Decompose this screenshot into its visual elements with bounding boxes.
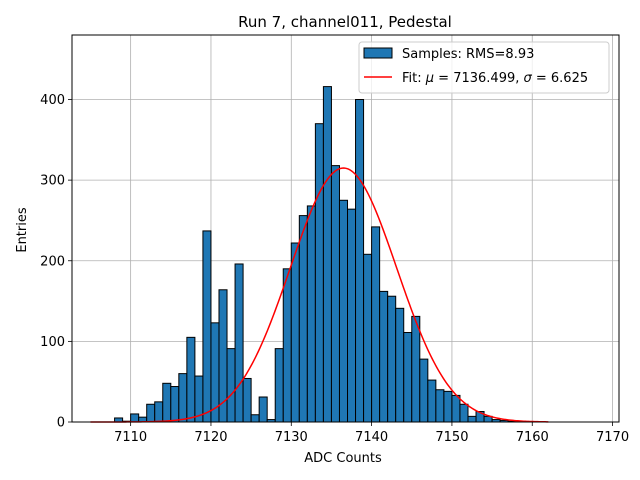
histogram-bar [314,123,324,423]
y-axis-label: Entries [15,207,30,253]
histogram-bar [330,165,340,423]
fit-curve [90,167,549,423]
histogram-bar [395,307,405,423]
histogram-bar [387,295,397,423]
histogram-bars [114,86,525,423]
y-tick-label: 400 [40,93,65,108]
x-tick-label: 7120 [194,430,227,445]
histogram-bar [411,315,421,423]
histogram-bar [202,230,212,423]
histogram-bar [403,332,413,423]
histogram-bar [347,208,357,423]
x-tick-label: 7150 [435,430,468,445]
histogram-bar [459,403,469,423]
y-axis-ticks: 0 100 200 300 400 [40,93,72,431]
histogram-bar [170,386,180,423]
x-axis-label: ADC Counts [304,451,382,466]
histogram-bar [282,268,292,423]
histogram-bar [451,394,461,423]
histogram-bar [467,415,477,423]
histogram-bar [290,242,300,423]
legend-label-fit: Fit: μ = 7136.499, σ = 6.625 [402,71,588,86]
legend-fit-mu-value: = 7136.499, [434,71,523,86]
x-tick-label: 7110 [114,430,147,445]
legend-fit-prefix: Fit: [402,71,426,86]
histogram-bar [234,263,244,423]
histogram-bar [379,290,389,423]
histogram-bar [363,253,373,423]
histogram-bar [419,358,429,423]
histogram-bar [443,390,453,423]
x-tick-label: 7130 [275,430,308,445]
x-axis-ticks: 7110 7120 7130 7140 7150 7160 7170 [114,422,629,445]
histogram-bar [178,373,188,423]
histogram-bar [162,382,172,423]
histogram-bar [250,414,260,423]
histogram-bar [242,377,252,423]
y-tick-label: 300 [40,174,65,189]
y-tick-label: 0 [57,416,65,431]
y-tick-label: 100 [40,335,65,350]
histogram-bar [154,401,164,423]
histogram-bar [130,413,140,423]
histogram-bar [306,205,316,423]
histogram-bar [338,199,349,423]
histogram-bar [298,215,308,423]
plot-frame [71,34,620,423]
histogram-bar [258,396,268,423]
legend: Samples: RMS=8.93 Fit: μ = 7136.499, σ =… [358,41,610,94]
histogram-bar [435,389,445,423]
legend-label-samples: Samples: RMS=8.93 [402,47,534,62]
legend-fit-sigma-value: = 6.625 [532,71,588,86]
histogram-bar [186,336,196,423]
histogram-bar [274,348,284,423]
legend-fit-sigma-symbol: σ [524,71,533,86]
x-tick-label: 7140 [355,430,388,445]
y-tick-label: 200 [40,254,65,269]
x-tick-label: 7170 [596,430,629,445]
histogram-bar [146,403,156,423]
histogram-bar [427,379,437,423]
histogram-bar [322,86,332,423]
chart-title: Run 7, channel011, Pedestal [238,13,452,31]
legend-box [358,41,610,94]
x-tick-label: 7160 [516,430,549,445]
histogram-bar [355,99,365,423]
legend-fit-mu-symbol: μ [425,71,434,86]
histogram-bar [226,348,236,423]
histogram-bar [371,226,381,423]
legend-swatch-samples [363,47,393,59]
